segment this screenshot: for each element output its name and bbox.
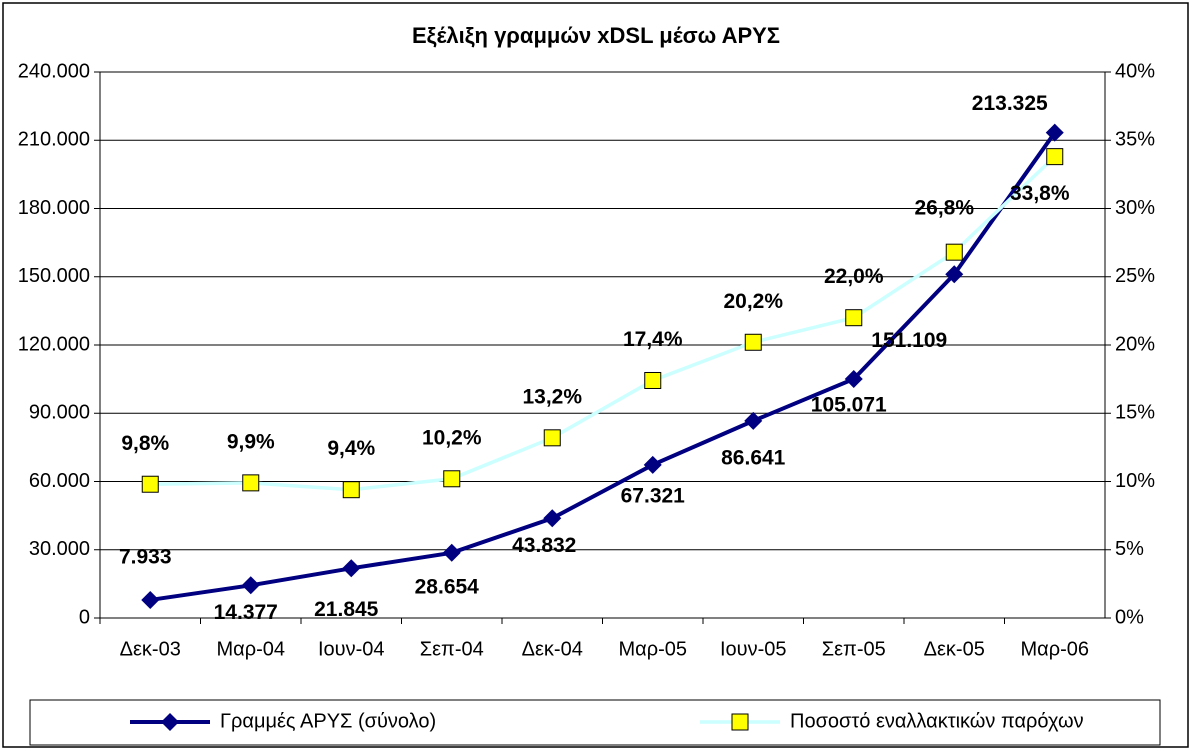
y2-tick-label: 30% — [1115, 197, 1155, 219]
data-label: 10,2% — [422, 426, 482, 449]
y2-tick-label: 10% — [1115, 470, 1155, 492]
data-label: 9,9% — [227, 430, 275, 453]
y2-tick-label: 0% — [1115, 606, 1144, 628]
data-label: 9,4% — [327, 437, 375, 460]
marker — [845, 309, 863, 327]
marker — [844, 369, 863, 388]
y-tick-label: 240.000 — [18, 60, 90, 82]
data-label: 21.845 — [314, 598, 379, 621]
marker — [644, 371, 662, 389]
legend-label: Γραμμές ΑΡΥΣ (σύνολο) — [220, 710, 436, 732]
data-label: 33,8% — [1010, 182, 1070, 205]
legend-marker — [731, 713, 749, 731]
marker — [945, 243, 963, 261]
marker — [744, 333, 762, 351]
series-line — [149, 131, 1057, 602]
marker — [242, 474, 260, 492]
data-label: 28.654 — [415, 575, 480, 598]
marker — [443, 470, 461, 488]
marker — [141, 590, 160, 609]
x-tick-label: Ιουν-04 — [318, 638, 385, 660]
marker — [543, 509, 562, 528]
data-label: 67.321 — [621, 484, 686, 507]
marker — [643, 455, 662, 474]
marker — [1045, 123, 1064, 142]
marker — [744, 411, 763, 430]
data-label: 105.071 — [811, 394, 887, 417]
x-tick-label: Μαρ-04 — [216, 638, 285, 660]
legend-marker — [161, 713, 179, 731]
marker — [342, 559, 361, 578]
data-label: 17,4% — [623, 328, 683, 351]
chart-title: Εξέλιξη γραμμών xDSL μέσω ΑΡΥΣ — [412, 23, 780, 48]
data-label: 13,2% — [522, 385, 582, 408]
data-label: 22,0% — [824, 265, 884, 288]
marker — [442, 543, 461, 562]
x-tick-label: Δεκ-03 — [120, 638, 181, 660]
data-label: 9,8% — [121, 432, 169, 455]
y-tick-label: 0 — [79, 606, 90, 628]
y-tick-label: 90.000 — [29, 402, 90, 424]
data-label: 86.641 — [721, 446, 786, 469]
data-label: 151.109 — [871, 329, 947, 352]
y-tick-label: 150.000 — [18, 265, 90, 287]
y2-tick-label: 25% — [1115, 265, 1155, 287]
y2-tick-label: 40% — [1115, 60, 1155, 82]
marker — [141, 475, 159, 493]
x-tick-label: Δεκ-04 — [522, 638, 583, 660]
x-tick-label: Σεπ-04 — [420, 638, 484, 660]
data-label: 43.832 — [512, 534, 576, 557]
data-label: 14.377 — [214, 601, 278, 624]
y-tick-label: 120.000 — [18, 333, 90, 355]
marker — [241, 576, 260, 595]
y2-tick-label: 20% — [1115, 333, 1155, 355]
marker — [945, 265, 964, 284]
x-tick-label: Δεκ-05 — [924, 638, 985, 660]
marker — [543, 429, 561, 447]
data-label: 26,8% — [914, 197, 974, 220]
y-tick-label: 180.000 — [18, 197, 90, 219]
y-tick-label: 30.000 — [29, 538, 90, 560]
y2-tick-label: 35% — [1115, 129, 1155, 151]
y-tick-label: 210.000 — [18, 129, 90, 151]
x-tick-label: Ιουν-05 — [720, 638, 787, 660]
x-tick-label: Μαρ-05 — [618, 638, 687, 660]
series-line — [150, 155, 1056, 492]
x-tick-label: Σεπ-05 — [822, 638, 886, 660]
legend-box — [29, 699, 1161, 746]
marker — [1046, 148, 1064, 166]
x-tick-label: Μαρ-06 — [1020, 638, 1089, 660]
marker — [342, 481, 360, 499]
data-label: 213.325 — [972, 92, 1048, 115]
y2-tick-label: 5% — [1115, 538, 1144, 560]
data-label: 7.933 — [119, 545, 172, 568]
y2-tick-label: 15% — [1115, 402, 1155, 424]
y-tick-label: 60.000 — [29, 470, 90, 492]
data-label: 20,2% — [723, 290, 783, 313]
legend-label: Ποσοστό εναλλακτικών παρόχων — [790, 710, 1084, 732]
